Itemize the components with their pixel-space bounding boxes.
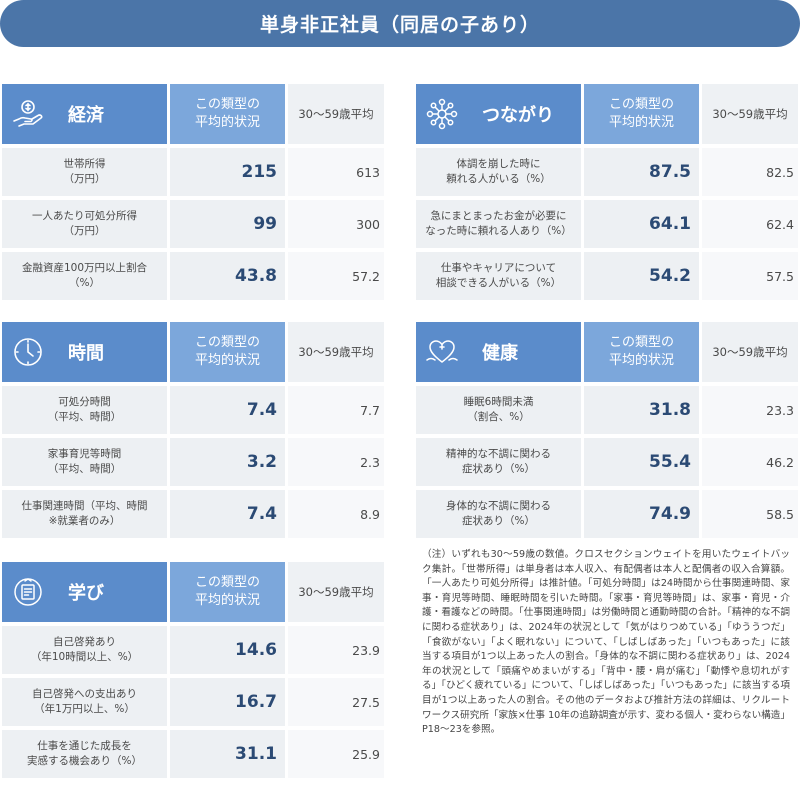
table-row: 自己啓発への支出あり （年1万円以上、%） 16.7 27.5 [2, 678, 384, 726]
table-row: 自己啓発あり （年10時間以上、%） 14.6 23.9 [2, 626, 384, 674]
type-value: 31.1 [170, 730, 285, 778]
type-value: 55.4 [584, 438, 699, 486]
clock-icon [10, 334, 46, 370]
average-value: 8.9 [288, 490, 384, 538]
page-title: 単身非正社員（同居の子あり） [259, 14, 540, 36]
average-value: 25.9 [288, 730, 384, 778]
average-column-header: 30〜59歳平均 [288, 562, 384, 622]
type-value: 99 [170, 200, 285, 248]
hand-coin-icon [10, 96, 46, 132]
average-column-header: 30〜59歳平均 [702, 322, 798, 382]
average-value: 62.4 [702, 200, 798, 248]
table-row: 仕事関連時間（平均、時間 ※就業者のみ） 7.4 8.9 [2, 490, 384, 538]
row-label: 仕事を通じた成長を 実感する機会あり（%） [2, 730, 167, 778]
category-label: 時間 [68, 343, 104, 364]
row-label: 家事育児等時間 （平均、時間） [2, 438, 167, 486]
average-value: 57.5 [702, 252, 798, 300]
type-column-header: この類型の 平均的状況 [584, 84, 699, 144]
type-value: 74.9 [584, 490, 699, 538]
category-label: 学び [68, 583, 104, 604]
row-label: 睡眠6時間未満 （割合、%） [416, 386, 581, 434]
average-column-header: 30〜59歳平均 [288, 84, 384, 144]
row-label: 身体的な不調に関わる 症状あり（%） [416, 490, 581, 538]
type-column-header: この類型の 平均的状況 [170, 562, 285, 622]
panel-health: 健康 この類型の 平均的状況 30〜59歳平均 睡眠6時間未満 （割合、%） 3… [416, 322, 798, 538]
type-column-header: この類型の 平均的状況 [170, 84, 285, 144]
row-label: 急にまとまったお金が必要に なった時に頼れる人あり（%） [416, 200, 581, 248]
type-value: 16.7 [170, 678, 285, 726]
table-row: 家事育児等時間 （平均、時間） 3.2 2.3 [2, 438, 384, 486]
category-header-economy: 経済 [2, 84, 167, 144]
row-label: 仕事やキャリアについて 相談できる人がいる（%） [416, 252, 581, 300]
table-row: 仕事やキャリアについて 相談できる人がいる（%） 54.2 57.5 [416, 252, 798, 300]
panel-learning: 学び この類型の 平均的状況 30〜59歳平均 自己啓発あり （年10時間以上、… [2, 562, 384, 778]
average-value: 58.5 [702, 490, 798, 538]
table-row: 精神的な不調に関わる 症状あり（%） 55.4 46.2 [416, 438, 798, 486]
page-banner: 単身非正社員（同居の子あり） [0, 0, 800, 47]
row-label: 体調を崩した時に 頼れる人がいる（%） [416, 148, 581, 196]
row-label: 世帯所得 （万円） [2, 148, 167, 196]
average-value: 613 [288, 148, 384, 196]
category-header-connections: つながり [416, 84, 581, 144]
average-value: 82.5 [702, 148, 798, 196]
health-heart-icon [424, 334, 460, 370]
table-row: 睡眠6時間未満 （割合、%） 31.8 23.3 [416, 386, 798, 434]
average-value: 2.3 [288, 438, 384, 486]
type-value: 7.4 [170, 386, 285, 434]
average-value: 7.7 [288, 386, 384, 434]
footnote: （注）いずれも30〜59歳の数値。クロスセクションウェイトを用いたウェイトバック… [422, 549, 790, 736]
row-label: 精神的な不調に関わる 症状あり（%） [416, 438, 581, 486]
type-column-header: この類型の 平均的状況 [584, 322, 699, 382]
category-label: 健康 [482, 343, 518, 364]
category-label: つながり [482, 105, 554, 126]
type-value: 3.2 [170, 438, 285, 486]
row-label: 自己啓発あり （年10時間以上、%） [2, 626, 167, 674]
table-row: 体調を崩した時に 頼れる人がいる（%） 87.5 82.5 [416, 148, 798, 196]
table-row: 身体的な不調に関わる 症状あり（%） 74.9 58.5 [416, 490, 798, 538]
panel-economy: 経済 この類型の 平均的状況 30〜59歳平均 世帯所得 （万円） 215 61… [2, 84, 384, 300]
type-value: 14.6 [170, 626, 285, 674]
row-label: 可処分時間 （平均、時間） [2, 386, 167, 434]
table-row: 可処分時間 （平均、時間） 7.4 7.7 [2, 386, 384, 434]
average-value: 23.9 [288, 626, 384, 674]
row-label: 一人あたり可処分所得 （万円） [2, 200, 167, 248]
type-value: 43.8 [170, 252, 285, 300]
average-column-header: 30〜59歳平均 [702, 84, 798, 144]
category-label: 経済 [68, 105, 104, 126]
type-value: 64.1 [584, 200, 699, 248]
average-value: 23.3 [702, 386, 798, 434]
table-row: 仕事を通じた成長を 実感する機会あり（%） 31.1 25.9 [2, 730, 384, 778]
table-row: 世帯所得 （万円） 215 613 [2, 148, 384, 196]
panel-time: 時間 この類型の 平均的状況 30〜59歳平均 可処分時間 （平均、時間） 7.… [2, 322, 384, 538]
table-row: 金融資産100万円以上割合 （%） 43.8 57.2 [2, 252, 384, 300]
type-value: 54.2 [584, 252, 699, 300]
type-value: 31.8 [584, 386, 699, 434]
category-header-time: 時間 [2, 322, 167, 382]
average-value: 300 [288, 200, 384, 248]
type-column-header: この類型の 平均的状況 [170, 322, 285, 382]
type-value: 215 [170, 148, 285, 196]
average-value: 46.2 [702, 438, 798, 486]
average-column-header: 30〜59歳平均 [288, 322, 384, 382]
certificate-icon [10, 574, 46, 610]
category-header-health: 健康 [416, 322, 581, 382]
row-label: 金融資産100万円以上割合 （%） [2, 252, 167, 300]
network-icon [424, 96, 460, 132]
row-label: 自己啓発への支出あり （年1万円以上、%） [2, 678, 167, 726]
row-label: 仕事関連時間（平均、時間 ※就業者のみ） [2, 490, 167, 538]
type-value: 7.4 [170, 490, 285, 538]
average-value: 57.2 [288, 252, 384, 300]
category-header-learning: 学び [2, 562, 167, 622]
table-row: 一人あたり可処分所得 （万円） 99 300 [2, 200, 384, 248]
type-value: 87.5 [584, 148, 699, 196]
panel-connections: つながり この類型の 平均的状況 30〜59歳平均 体調を崩した時に 頼れる人が… [416, 84, 798, 300]
table-row: 急にまとまったお金が必要に なった時に頼れる人あり（%） 64.1 62.4 [416, 200, 798, 248]
average-value: 27.5 [288, 678, 384, 726]
